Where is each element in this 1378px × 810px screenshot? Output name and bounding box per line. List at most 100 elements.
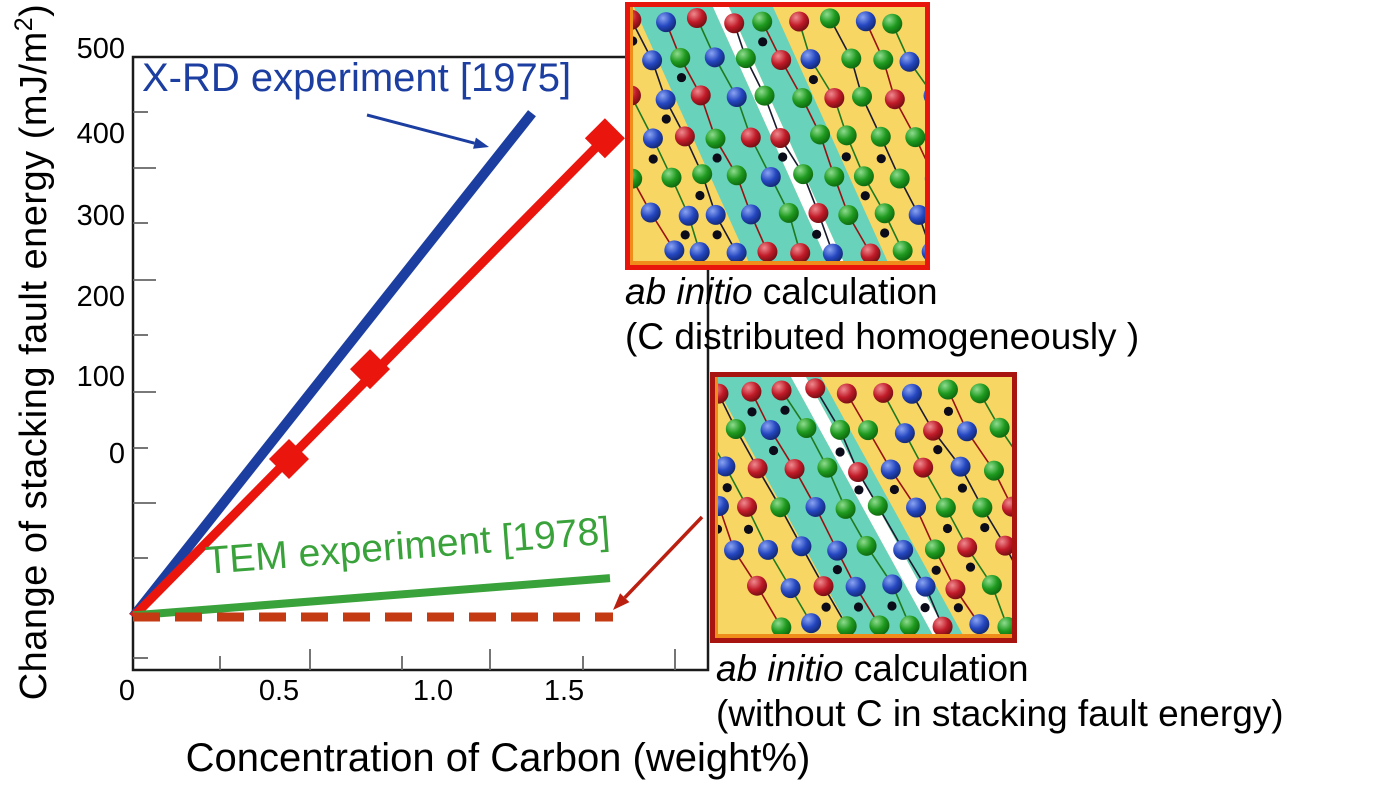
- carbon-atom-dot: [695, 190, 705, 201]
- metal-atom-sphere-blue: [882, 574, 903, 595]
- metal-atom-sphere-green: [997, 616, 1012, 637]
- metal-atom-sphere-green: [792, 88, 813, 109]
- metal-atom-sphere-blue: [845, 576, 866, 597]
- metal-atom-sphere-red: [945, 579, 966, 600]
- metal-atom-sphere-blue: [791, 536, 812, 557]
- metal-atom-sphere-green: [705, 128, 726, 149]
- metal-atom-sphere-blue: [855, 11, 876, 32]
- metal-atom-sphere-blue: [901, 383, 922, 404]
- calculation-text: calculation: [843, 648, 1029, 689]
- metal-atom-sphere-green: [735, 48, 756, 69]
- metal-atom-sphere-green: [726, 165, 747, 186]
- carbon-atom-dot: [931, 565, 941, 575]
- metal-atom-sphere-blue: [893, 539, 914, 560]
- dashed-line-pointer-arrow-head: [613, 593, 630, 610]
- metal-atom-sphere-red: [715, 383, 729, 404]
- inset-inner-edge: [715, 634, 1012, 638]
- ab-initio-italic: ab initio: [716, 648, 844, 689]
- diamond-marker: [269, 439, 309, 480]
- metal-atom-sphere-blue: [880, 459, 901, 480]
- metal-atom-sphere-green: [838, 204, 859, 225]
- metal-atom-sphere-green: [882, 13, 903, 34]
- carbon-atom-dot: [778, 152, 788, 162]
- metal-atom-sphere-blue: [801, 613, 822, 634]
- carbon-atom-dot: [812, 229, 822, 239]
- metal-atom-sphere-green: [899, 615, 920, 636]
- carbon-atom-dot: [835, 447, 845, 457]
- carbon-atom-dot: [880, 228, 890, 238]
- metal-atom-sphere-red: [923, 420, 944, 441]
- metal-atom-sphere-green: [778, 202, 799, 223]
- y-axis-title-close: ): [12, 3, 55, 17]
- metal-atom-sphere-green: [661, 167, 682, 188]
- inset-inner-edge: [715, 377, 718, 638]
- carbon-atom-dot: [887, 601, 897, 611]
- carbon-atom-dot: [722, 483, 732, 493]
- metal-atom-sphere-red: [770, 127, 791, 148]
- metal-atom-sphere-red: [686, 8, 707, 29]
- metal-atom-sphere-blue: [740, 204, 761, 225]
- metal-atom-sphere-blue: [656, 12, 677, 33]
- carbon-atom-dot: [889, 484, 900, 495]
- metal-atom-sphere-green: [905, 127, 925, 148]
- inset-inner-edge: [630, 261, 925, 265]
- metal-atom-sphere-blue: [640, 202, 661, 223]
- metal-atom-sphere-green: [810, 124, 831, 145]
- inset-bottom: [710, 372, 1017, 643]
- x-tick-label-0: 0: [118, 675, 136, 707]
- metal-atom-sphere-red: [848, 462, 869, 483]
- metal-atom-sphere-red: [747, 458, 768, 479]
- metal-atom-sphere-green: [972, 497, 993, 518]
- x-axis-title: Concentration of Carbon (weight%): [185, 736, 811, 780]
- carbon-atom-dot: [841, 152, 851, 162]
- metal-atom-sphere-red: [808, 203, 829, 224]
- metal-atom-sphere-blue: [664, 240, 685, 261]
- metal-atom-sphere-red: [824, 87, 845, 108]
- metal-atom-sphere-green: [835, 498, 856, 519]
- metal-atom-sphere-blue: [906, 497, 927, 518]
- metal-atom-sphere-blue: [915, 576, 936, 597]
- metal-atom-sphere-green: [892, 240, 913, 261]
- metal-atom-sphere-blue: [705, 204, 726, 225]
- metal-atom-sphere-green: [841, 48, 862, 69]
- xrd-pointer-arrow-head: [473, 137, 489, 149]
- metal-atom-sphere-blue: [969, 614, 990, 635]
- ab-initio-italic: ab initio: [625, 271, 753, 312]
- inset-top: [625, 2, 930, 270]
- carbon-atom-dot: [942, 523, 953, 534]
- metal-atom-sphere-red: [884, 89, 905, 110]
- carbon-atom-dot: [953, 603, 963, 613]
- y-axis-title-superscript: 2: [10, 16, 39, 32]
- metal-atom-sphere-red: [790, 242, 811, 263]
- metal-atom-sphere-red: [737, 496, 758, 517]
- metal-atom-sphere-red: [1001, 496, 1012, 517]
- carbon-atom-dot: [676, 72, 687, 83]
- carbon-atom-dot: [780, 405, 790, 415]
- metal-atom-sphere-green: [830, 419, 851, 440]
- metal-atom-sphere-blue: [923, 90, 925, 101]
- metal-atom-sphere-green: [873, 49, 894, 70]
- metal-atom-sphere-red: [957, 537, 978, 558]
- metal-atom-sphere-red: [771, 50, 792, 71]
- carbon-atom-dot: [648, 154, 658, 164]
- carbon-atom-dot: [758, 37, 768, 47]
- metal-atom-sphere-red: [771, 380, 792, 401]
- carbon-atom-dot: [980, 522, 990, 533]
- inset-bottom-caption-line2: (without C in stacking fault energy): [716, 693, 1284, 734]
- carbon-atom-dot: [860, 191, 870, 201]
- metal-atom-sphere-red: [674, 126, 695, 147]
- metal-atom-sphere-green: [754, 85, 775, 106]
- metal-atom-sphere-red: [932, 616, 953, 637]
- metal-atom-sphere-red: [757, 241, 778, 262]
- metal-atom-sphere-red: [860, 243, 881, 264]
- metal-atom-sphere-red: [747, 575, 768, 596]
- metal-atom-sphere-green: [935, 497, 956, 518]
- inset-top-caption: ab initio calculation (C distributed hom…: [625, 269, 1139, 359]
- carbon-atom-dot: [821, 602, 831, 612]
- metal-atom-sphere-blue: [678, 205, 699, 226]
- metal-atom-sphere-blue: [800, 49, 821, 70]
- metal-atom-sphere-blue: [724, 540, 745, 561]
- metal-atom-sphere-blue: [726, 242, 747, 263]
- metal-atom-sphere-blue: [822, 243, 843, 264]
